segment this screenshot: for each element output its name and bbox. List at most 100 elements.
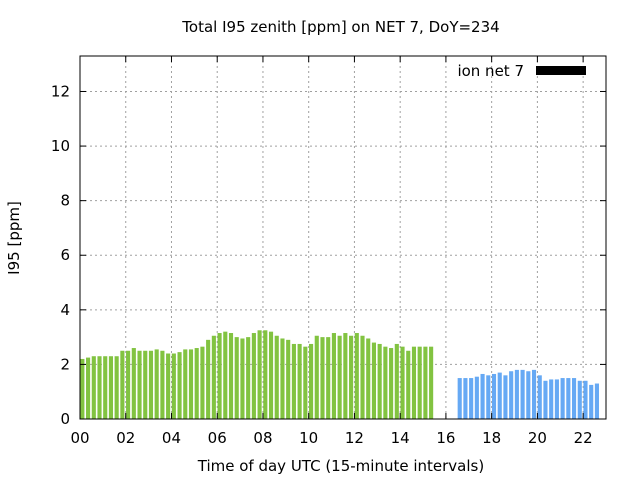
bar bbox=[566, 378, 571, 419]
x-tick-labels: 00 02 04 06 08 10 12 14 16 18 20 22 bbox=[70, 429, 592, 447]
bar bbox=[171, 353, 176, 419]
x-tick-label: 12 bbox=[345, 429, 364, 447]
x-tick-label: 06 bbox=[208, 429, 227, 447]
bar bbox=[143, 350, 148, 419]
bar bbox=[268, 331, 274, 419]
x-tick-label: 14 bbox=[391, 429, 410, 447]
x-tick-label: 02 bbox=[116, 429, 135, 447]
bar bbox=[377, 343, 382, 419]
bar bbox=[154, 349, 159, 419]
bar bbox=[406, 350, 411, 419]
bar bbox=[86, 357, 91, 419]
grid-lines bbox=[80, 56, 606, 419]
bars-layer bbox=[80, 330, 599, 419]
x-tick-label: 18 bbox=[482, 429, 501, 447]
chart-title: Total I95 zenith [ppm] on NET 7, DoY=234 bbox=[181, 18, 499, 36]
legend-swatch bbox=[536, 66, 586, 75]
bar bbox=[114, 356, 119, 419]
bar bbox=[217, 333, 222, 419]
bar bbox=[291, 343, 296, 419]
bar bbox=[97, 356, 102, 419]
bar bbox=[480, 373, 485, 419]
bar bbox=[263, 330, 268, 419]
bar bbox=[188, 349, 194, 419]
bar bbox=[571, 378, 577, 419]
bar bbox=[463, 378, 468, 419]
y-axis-label: I95 [ppm] bbox=[5, 201, 23, 275]
bar bbox=[331, 333, 336, 419]
bar bbox=[326, 337, 331, 419]
bar bbox=[148, 350, 154, 419]
bar bbox=[577, 380, 582, 419]
bar bbox=[560, 378, 565, 419]
bar bbox=[120, 350, 125, 419]
bar bbox=[137, 350, 142, 419]
bar bbox=[314, 335, 319, 419]
bar bbox=[166, 353, 171, 419]
bar bbox=[160, 350, 165, 419]
tick-marks bbox=[79, 56, 606, 420]
bar bbox=[457, 378, 462, 419]
x-tick-label: 10 bbox=[299, 429, 318, 447]
x-tick-label: 20 bbox=[528, 429, 547, 447]
bar bbox=[389, 348, 394, 419]
bar bbox=[543, 380, 548, 419]
bar bbox=[320, 337, 325, 419]
bar bbox=[108, 356, 114, 419]
bar bbox=[240, 338, 245, 419]
y-tick-label: 6 bbox=[60, 246, 70, 264]
bar bbox=[469, 378, 474, 419]
bar bbox=[211, 335, 216, 419]
bar bbox=[366, 338, 371, 419]
bar bbox=[474, 376, 479, 419]
bar bbox=[429, 346, 434, 419]
x-axis-label: Time of day UTC (15-minute intervals) bbox=[197, 457, 484, 475]
bar bbox=[554, 379, 559, 419]
bar bbox=[394, 343, 399, 419]
bar bbox=[257, 330, 262, 419]
x-tick-label: 04 bbox=[162, 429, 181, 447]
bar bbox=[360, 335, 365, 419]
bar bbox=[234, 337, 239, 419]
bar bbox=[343, 333, 348, 419]
bar bbox=[308, 343, 314, 419]
bar bbox=[354, 333, 359, 419]
bar bbox=[526, 371, 531, 419]
x-tick-label: 00 bbox=[70, 429, 89, 447]
bar bbox=[131, 348, 136, 419]
x-tick-label: 16 bbox=[436, 429, 455, 447]
y-tick-label: 0 bbox=[60, 410, 70, 428]
bar bbox=[223, 331, 228, 419]
bar bbox=[537, 375, 542, 419]
bar bbox=[497, 372, 502, 419]
bar bbox=[509, 371, 514, 419]
legend-label: ion net 7 bbox=[457, 62, 524, 80]
bar bbox=[491, 373, 497, 419]
bar bbox=[371, 342, 377, 419]
bar bbox=[337, 335, 342, 419]
y-tick-label: 4 bbox=[60, 301, 70, 319]
bar bbox=[103, 356, 108, 419]
bar bbox=[228, 333, 234, 419]
y-tick-label: 8 bbox=[60, 192, 70, 210]
bar bbox=[297, 343, 302, 419]
bar bbox=[594, 383, 599, 419]
bar bbox=[286, 339, 291, 419]
bar bbox=[549, 379, 554, 419]
bar bbox=[251, 333, 256, 419]
bar bbox=[531, 369, 537, 419]
bar bbox=[417, 346, 422, 419]
bar bbox=[246, 337, 251, 419]
x-tick-label: 22 bbox=[574, 429, 593, 447]
plot-frame bbox=[79, 55, 607, 420]
bar bbox=[80, 358, 85, 419]
y-tick-label: 10 bbox=[51, 137, 70, 155]
bar bbox=[349, 335, 354, 419]
x-tick-label: 08 bbox=[253, 429, 272, 447]
bar bbox=[583, 380, 588, 419]
bar bbox=[486, 375, 491, 419]
bar bbox=[206, 339, 211, 419]
bar bbox=[183, 349, 188, 419]
bar bbox=[194, 348, 199, 419]
legend: ion net 7 bbox=[457, 62, 586, 80]
